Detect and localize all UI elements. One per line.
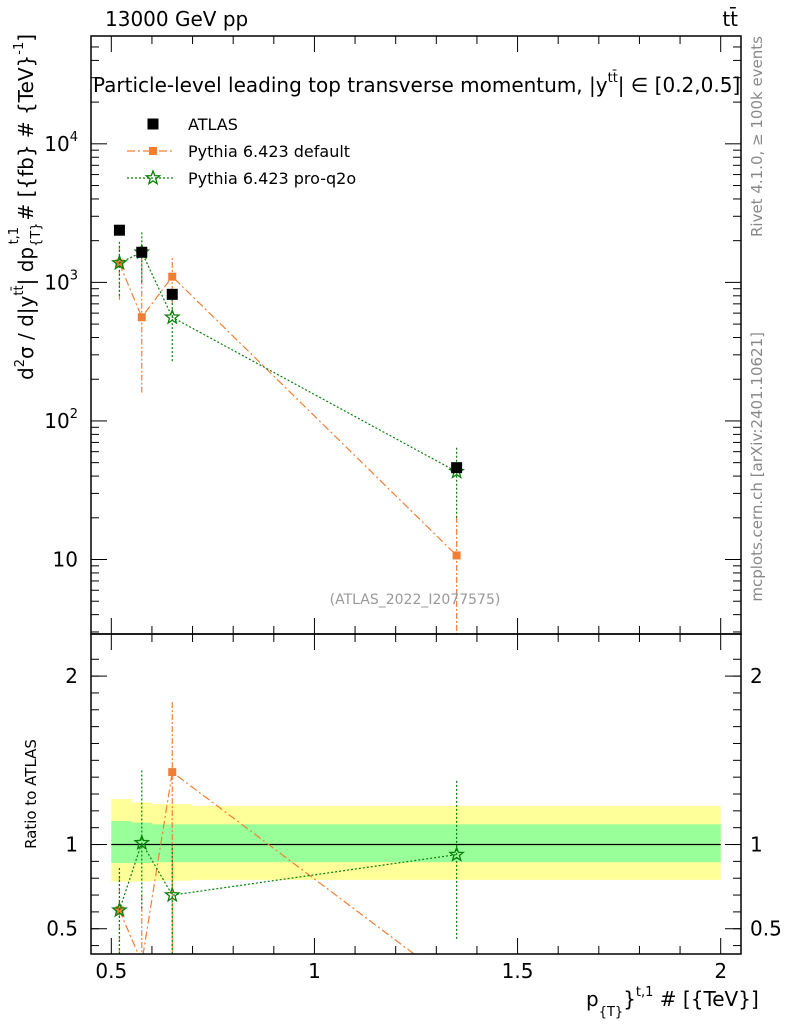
main-pythia-6-423-default-line [118,263,458,556]
main-pythia-6-423-default-point [452,551,461,560]
ratio-pythia-6-423-default-point [168,768,177,777]
main-pythia-6-423-default-point [137,313,146,322]
process-label: tt̄ [722,6,738,31]
main-y-tick-label: 102 [44,407,78,433]
ratio-band-green [151,824,721,863]
legend-label-pythia-6-423-pro-q2o: Pythia 6.423 pro-q2o [188,169,356,188]
ratio-bands [111,799,721,882]
legend-marker-pythia-6-423-default [149,147,157,155]
rivet-version-label: Rivet 4.1.0, ≥ 100k events [748,36,766,237]
legend-label-atlas: ATLAS [188,115,238,134]
ratio-pythia-6-423-default-point [138,958,146,966]
svg-text:d2σ / d|ytt̄| dp{T}t,1 # [{fb}: d2σ / d|ytt̄| dp{T}t,1 # [{fb} # {TeV}-1… [7,34,44,380]
main-y-tick-label: 103 [44,268,78,294]
ratio-plot-area [111,701,466,990]
main-plot-area [111,224,466,634]
ratio-y-tick-label-right: 2 [750,664,763,688]
main-atlas-point [136,246,148,258]
x-axis-label: p{T}}t,1 # [{TeV}] [586,985,759,1020]
ratio-y-tick-label-right: 1 [750,833,763,857]
energy-label: 13000 GeV pp [105,7,248,31]
ratio-pythia-6-423-default-line [118,771,416,954]
main-pythia-6-423-pro-q2o-point [163,308,181,325]
ratio-pythia-6-423-pro-q2o-point [448,845,466,862]
ratio-pythia-6-423-default-point [453,982,461,990]
x-tick-label: 1.5 [502,959,534,983]
x-tick-label: 0.5 [95,959,127,983]
legend-label-pythia-6-423-default: Pythia 6.423 default [188,142,350,161]
ratio-y-tick-label-left: 0.5 [46,917,78,941]
ratio-y-tick-label-left: 2 [65,664,78,688]
main-atlas-point [451,462,463,474]
ratio-y-tick-label-left: 1 [65,833,78,857]
legend-marker-atlas [147,118,159,130]
ratio-pythia-6-423-pro-q2o-line [118,841,457,911]
tick-labels: 10 102 103 104 0.5 1 1.5 2 0.5 0.5 1 1 2 2 [44,130,782,983]
ratio-pythia-6-423-pro-q2o-point [133,833,151,851]
x-tick-label: 1 [308,959,321,983]
ratio-y-tick-label-right: 0.5 [750,917,782,941]
main-pythia-6-423-pro-q2o-line [119,251,457,473]
main-pythia-6-423-pro-q2o-point [111,254,128,271]
main-y-tick-label: 104 [44,130,78,156]
plot-title: Particle-level leading top transverse mo… [93,71,740,97]
main-atlas-point [113,224,125,236]
main-y-tick-label: 10 [53,548,78,572]
legend: ATLAS Pythia 6.423 default Pythia 6.423 pr… [127,115,356,188]
x-tick-label: 2 [714,959,727,983]
main-pythia-6-423-default-point [168,272,177,281]
axis-ticks [91,35,741,954]
ratio-pythia-6-423-pro-q2o-point [163,886,181,903]
ratio-y-axis-label: Ratio to ATLAS [22,739,40,849]
mcplots-label: mcplots.cern.ch [arXiv:2401.10621] [748,332,766,602]
ratio-frame [90,633,742,955]
main-y-axis-label: d2σ / d|ytt̄| dp{T}t,1 # [{fb} # {TeV}-1… [7,34,44,380]
ratio-band-green [111,820,132,864]
main-atlas-point [166,288,178,300]
ratio-pythia-6-423-pro-q2o-point [111,901,128,918]
legend-marker-pythia-6-423-pro-q2o [144,169,162,186]
analysis-watermark: (ATLAS_2022_I2077575) [330,592,501,608]
